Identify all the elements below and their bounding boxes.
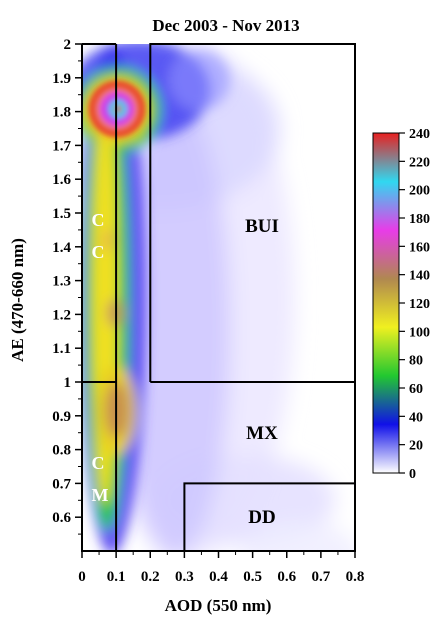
region-label-mx: MX (246, 423, 278, 444)
x-tick-label: 0.7 (312, 569, 331, 585)
x-tick-label: 0.1 (107, 569, 126, 585)
y-tick-label: 2 (64, 37, 72, 53)
region-boundaries (82, 43, 356, 551)
x-tick-label: 0.5 (243, 569, 262, 585)
y-axis-label: AE (470-660 nm) (8, 238, 27, 362)
y-tick-label: 1.6 (52, 172, 71, 188)
region-label-bui: BUI (245, 216, 279, 237)
y-tick-label: 0.8 (52, 443, 71, 459)
x-ticks: 0 0.1 0.2 0.3 0.4 0.5 0.6 0.7 0.8 (78, 551, 364, 585)
region-label-cc-2: C (92, 242, 105, 262)
region-label-dd: DD (248, 507, 275, 528)
region-boundary-bui-box (149, 43, 356, 383)
y-tick-label: 1.8 (52, 105, 71, 121)
x-tick-label: 0.4 (209, 569, 228, 585)
y-tick-label: 0.6 (52, 510, 71, 526)
y-tick-label: 1.5 (52, 206, 71, 222)
x-axis-label: AOD (550 nm) (165, 596, 272, 615)
colorbar-tick-label: 60 (409, 382, 423, 397)
y-tick-label: 1.9 (52, 71, 71, 87)
y-tick-label: 0.7 (52, 476, 71, 492)
x-tick-label: 0.3 (175, 569, 194, 585)
colorbar-tick-label: 180 (409, 212, 430, 227)
colorbar-ticks: 0 20 40 60 80 100 120 140 160 180 200 220 240 (399, 127, 430, 482)
colorbar-tick-label: 20 (409, 439, 423, 454)
region-boundary-dd-box (183, 482, 356, 551)
colorbar-tick-label: 120 (409, 297, 430, 312)
y-tick-label: 0.9 (52, 409, 71, 425)
colorbar-tick-label: 220 (409, 155, 430, 170)
chart-title: Dec 2003 - Nov 2013 (152, 16, 299, 35)
y-tick-label: 1.7 (52, 138, 71, 154)
colorbar-tick-label: 0 (409, 467, 416, 482)
region-label-cm-2: M (92, 485, 109, 505)
colorbar-tick-label: 140 (409, 269, 430, 284)
colorbar-tick-label: 100 (409, 325, 430, 340)
y-tick-label: 1.1 (52, 341, 71, 357)
density-field (82, 44, 355, 550)
region-label-cc-1: C (92, 210, 105, 230)
x-tick-label: 0.6 (277, 569, 296, 585)
y-tick-label: 1 (64, 375, 72, 391)
x-tick-label: 0.2 (141, 569, 160, 585)
colorbar-tick-label: 200 (409, 184, 430, 199)
colorbar-tick-label: 40 (409, 410, 423, 425)
colorbar-tick-label: 240 (409, 127, 430, 142)
y-tick-label: 1.2 (52, 307, 71, 323)
y-tick-label: 1.3 (52, 274, 71, 290)
x-tick-label: 0.8 (346, 569, 365, 585)
x-tick-label: 0 (78, 569, 86, 585)
y-tick-label: 1.4 (52, 240, 71, 256)
region-label-cm-1: C (92, 453, 105, 473)
y-ticks: 0.6 0.7 0.8 0.9 1 1.1 1.2 1.3 1.4 1.5 1.6 1.7 1.8 1.9… (52, 37, 82, 535)
colorbar-gradient (372, 132, 400, 474)
colorbar-tick-label: 80 (409, 354, 423, 369)
colorbar: 0 20 40 60 80 100 120 140 160 180 200 220 240 (372, 127, 430, 482)
colorbar-tick-label: 160 (409, 240, 430, 255)
